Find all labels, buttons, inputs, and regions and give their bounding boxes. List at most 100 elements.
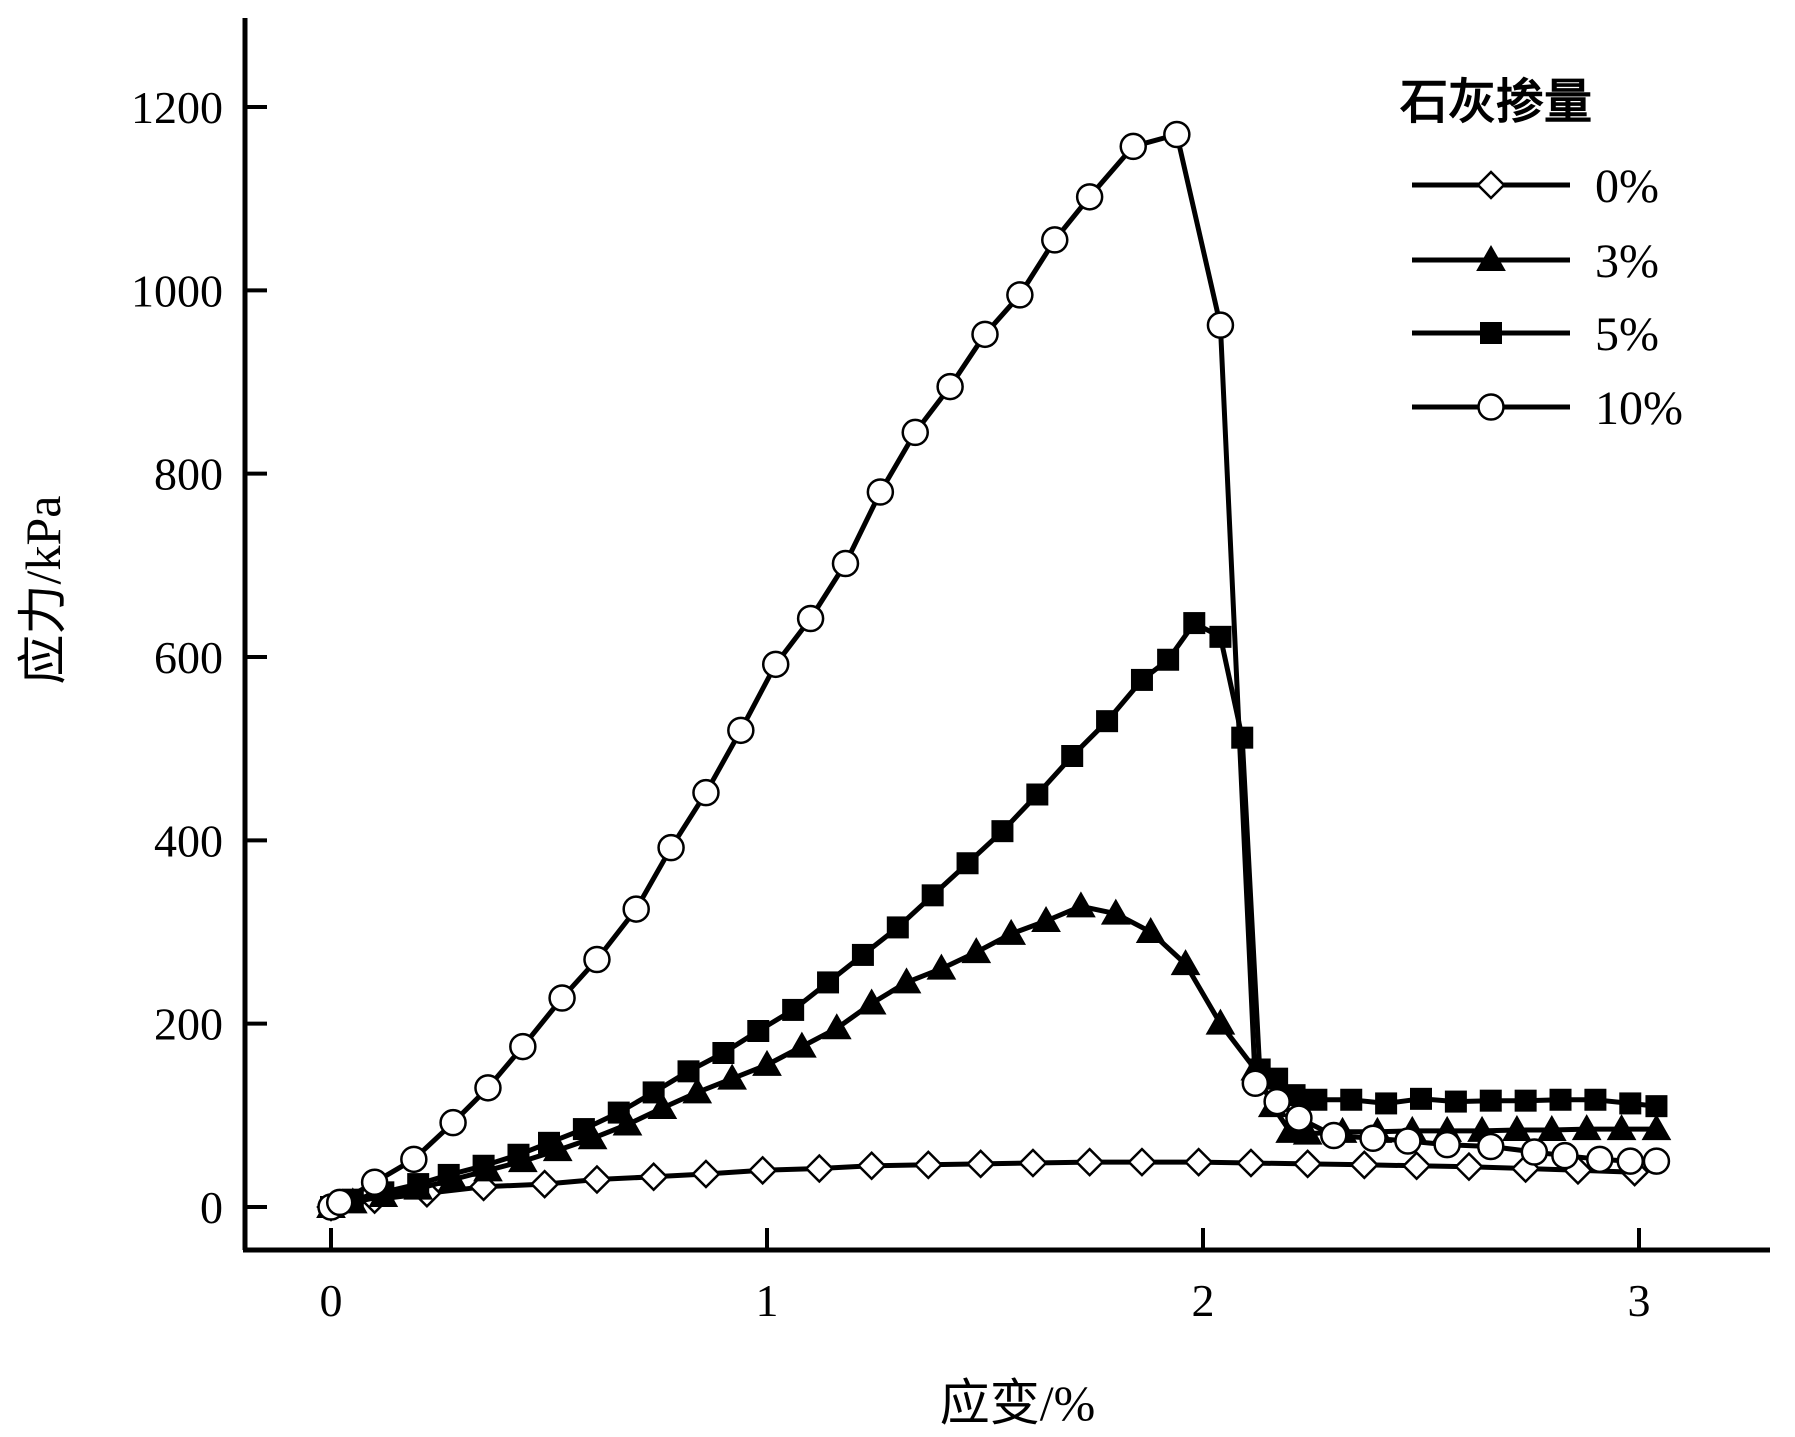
data-point [921,884,944,907]
data-point [1241,1069,1270,1097]
data-point [831,549,860,578]
data-point [1645,1095,1668,1118]
data-point [1641,1114,1672,1141]
data-point [727,716,755,745]
data-point [1075,183,1104,211]
y-tick-label: 1000 [131,265,223,316]
data-point [856,1150,887,1181]
data-point [761,650,790,679]
data-point [1394,1127,1422,1155]
data-point [712,1042,735,1064]
data-point [956,852,979,875]
data-point [1616,1147,1645,1175]
data-point [965,1149,996,1179]
data-point [1130,668,1153,691]
legend-marker [1476,170,1506,200]
data-point [1066,891,1096,918]
data-point [1410,1087,1432,1110]
legend-marker [1480,322,1502,344]
data-point [474,1074,502,1102]
data-point [691,1159,721,1189]
data-point [607,1101,630,1124]
y-tick-label: 400 [154,815,223,866]
data-point [752,1049,782,1076]
data-point [1479,1089,1502,1112]
data-point [996,918,1027,945]
data-point [622,895,650,923]
data-point [1074,1147,1105,1177]
y-tick-label: 1200 [131,82,223,133]
data-point [325,1188,354,1217]
data-point [1026,783,1049,806]
data-point [1305,1088,1328,1111]
data-point [886,916,909,939]
axes: 0 200 400 600 800 1000 1200 0 1 2 3 [131,18,1770,1326]
data-point [1571,1114,1602,1141]
x-tick-label: 3 [1628,1275,1651,1326]
data-point [1375,1092,1398,1115]
data-point [583,945,611,974]
y-tick-label: 0 [200,1182,223,1233]
data-point [821,1013,852,1040]
data-point [1586,1145,1614,1174]
data-point [1266,1067,1289,1090]
series-10pct [317,120,1671,1221]
data-point [407,1173,430,1196]
x-tick-label: 0 [320,1275,343,1326]
data-point [1292,1118,1323,1145]
data-point [1096,710,1119,733]
data-point [1502,1114,1532,1141]
data-point [400,1145,428,1174]
data-point [642,1081,665,1104]
data-point [1163,120,1191,149]
y-tick-label: 800 [154,449,223,500]
data-point [936,372,964,401]
data-point [647,1092,678,1119]
legend-entry: 5% [1412,308,1659,361]
legend-label: 3% [1595,235,1659,288]
legend-marker [1476,244,1506,271]
data-point [1100,898,1131,925]
data-point [891,967,922,994]
data-point [961,937,992,964]
data-point [1433,1130,1461,1159]
data-point [582,1164,612,1195]
data-point [529,1169,560,1199]
data-point [1127,1147,1157,1177]
data-point [1206,311,1235,339]
data-point [804,1153,835,1184]
data-point [1320,1121,1348,1150]
data-point [1285,1104,1313,1132]
data-point [1157,648,1180,671]
data-point [1263,1087,1291,1116]
data-point [548,984,576,1012]
data-point [1119,132,1147,161]
series-0pct [316,1147,1650,1222]
x-axis-title: 应变/% [940,1375,1096,1431]
data-point [1401,1150,1432,1181]
data-point [747,1020,770,1042]
data-point [1340,1088,1363,1111]
data-point [1359,1124,1387,1152]
data-point [1292,1149,1323,1179]
data-point [851,943,874,966]
x-tick-label: 1 [756,1275,779,1326]
data-point [657,833,685,862]
data-point [817,971,840,994]
series-line [330,620,1657,1210]
data-point [1520,1138,1549,1166]
data-point [856,988,887,1015]
data-point [437,1163,460,1186]
y-axis-title: 应力/kPa [15,496,71,685]
data-point [360,1168,389,1196]
data-point [1183,612,1206,635]
data-point [1170,949,1201,976]
data-point [1061,745,1084,767]
series-layer [316,120,1672,1222]
data-point [1551,1141,1579,1170]
data-point [1041,226,1069,254]
x-tick-label: 2 [1192,1275,1215,1326]
data-point [1444,1090,1467,1113]
